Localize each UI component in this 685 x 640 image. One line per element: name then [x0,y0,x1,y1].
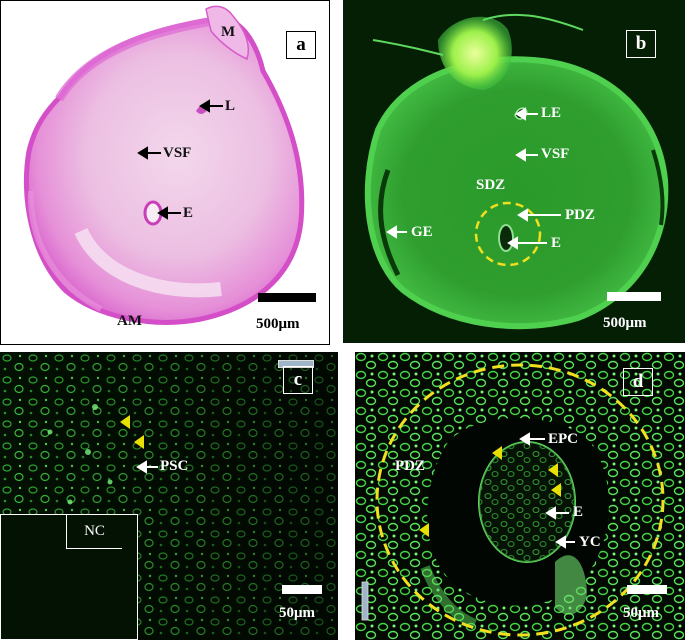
label-vsf-b: VSF [541,146,570,162]
arrowhead-d2 [548,463,558,477]
label-sdz: SDZ [476,177,506,193]
label-e: E [183,205,194,221]
label-l: L [225,98,236,114]
arrowhead-d4 [419,523,429,537]
panel-c-corner-scale [278,360,314,368]
panel-c-micrograph [0,352,338,640]
inset-label-nc: NC [66,515,122,549]
negative-control-inset: NC [0,514,138,640]
label-psc: PSC [160,458,189,474]
label-ge: GE [411,224,433,240]
arrowhead-d3 [551,483,561,497]
panel-a-letter: a [286,31,316,59]
panel-a-scale-label: 500μm [256,316,300,332]
label-e-d: E [573,504,584,520]
membrane-m [205,5,250,61]
panel-b-scale-label: 500μm [603,315,647,331]
label-e-b: E [551,235,562,251]
tissue-section-gfp [364,56,669,330]
pdz-dashed-circle [474,201,542,267]
e-lumen [498,224,514,252]
panel-a-scale-bar [258,293,316,302]
panel-a-micrograph [23,5,305,325]
arrowhead-d1 [492,446,502,460]
panel-d-scale-bar [627,585,667,594]
label-vsf: VSF [163,145,192,161]
panel-c-scale-bar [282,585,322,594]
label-yc: YC [579,534,601,550]
label-pdz-d: PDZ [395,458,425,474]
pdz-dashed-circle-d [375,363,665,637]
label-pdz-b: PDZ [565,207,595,223]
membrane-glow [438,16,512,91]
panel-b-scale-bar [607,292,661,301]
panel-d: d PDZ EPC E YC 50μm [355,352,685,640]
panel-d-letter: d [623,368,653,396]
panel-a: a M L VSF E AM 500μm [0,0,330,345]
panel-c-scale-label: 50μm [279,605,315,621]
label-m: M [221,24,236,40]
tissue-section-he [23,16,305,325]
panel-b-letter: b [626,30,656,58]
panel-b-micrograph [364,13,669,330]
arrowhead-2 [134,435,144,449]
label-epc: EPC [548,431,578,447]
label-am: AM [117,313,142,329]
panel-c: c PSC NC 50μm [0,352,338,640]
arrowhead-1 [120,415,130,429]
panel-c-letter: c [283,366,313,394]
label-le: LE [541,105,562,121]
panel-b: b LE VSF SDZ PDZ GE E 500μm [343,0,685,343]
panel-d-scale-label: 50μm [623,605,659,621]
